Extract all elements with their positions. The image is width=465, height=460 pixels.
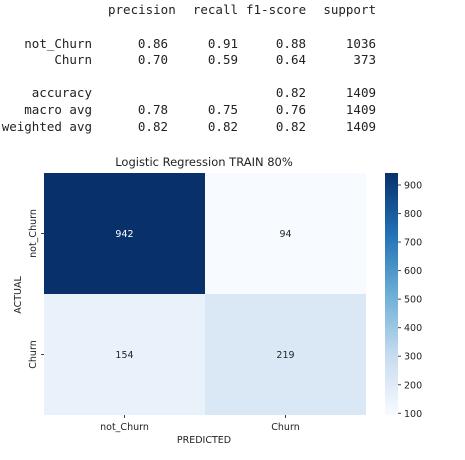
header-f1-score: f1-score — [246, 2, 307, 17]
colorbar-tick-label: 700 — [404, 238, 422, 249]
row-precision: 0.82 — [137, 119, 168, 134]
row-recall: 0.75 — [207, 102, 238, 117]
colorbar-tick-label: 900 — [404, 180, 422, 191]
colorbar-tick-label: 200 — [404, 380, 422, 391]
row-support: 1409 — [345, 102, 376, 117]
row-recall: 0.82 — [207, 119, 238, 134]
row-f1: 0.88 — [275, 36, 306, 51]
row-f1: 0.82 — [275, 85, 306, 100]
cell-value-label: 94 — [279, 229, 291, 240]
y-axis-label: ACTUAL — [13, 276, 24, 314]
colorbar-tick-label: 100 — [404, 409, 422, 420]
row-label: Churn — [54, 52, 92, 67]
cell-value-label: 942 — [115, 229, 133, 240]
row-label: weighted avg — [1, 119, 92, 134]
header-precision: precision — [108, 2, 176, 17]
x-axis-label: PREDICTED — [177, 435, 231, 446]
chart-title: Logistic Regression TRAIN 80% — [115, 155, 293, 169]
header-recall: recall — [192, 2, 238, 17]
row-recall: 0.59 — [207, 52, 238, 67]
row-support: 1409 — [345, 119, 376, 134]
row-recall: 0.91 — [207, 36, 238, 51]
heatmap-cell — [205, 294, 366, 415]
row-f1: 0.64 — [275, 52, 306, 67]
cell-value-label: 154 — [115, 350, 133, 361]
y-tick-label: Churn — [28, 340, 39, 368]
heatmap-cell — [44, 294, 205, 415]
heatmap-cell — [44, 173, 205, 294]
row-support: 1409 — [345, 85, 376, 100]
row-support: 373 — [353, 52, 376, 67]
colorbar — [385, 173, 398, 415]
row-label: not_Churn — [24, 36, 92, 51]
y-tick-label: not_Churn — [28, 209, 39, 258]
row-precision: 0.86 — [137, 36, 168, 51]
classification-report: precision recall f1-score support not_Ch… — [0, 0, 465, 140]
row-label: macro avg — [24, 102, 92, 117]
row-f1: 0.82 — [275, 119, 306, 134]
colorbar-tick-label: 600 — [404, 266, 422, 277]
row-precision: 0.70 — [137, 52, 168, 67]
row-support: 1036 — [345, 36, 376, 51]
header-support: support — [323, 2, 376, 17]
x-tick-label: Churn — [271, 422, 299, 433]
heatmap-cell — [205, 173, 366, 294]
colorbar-tick-label: 400 — [404, 323, 422, 334]
row-label: accuracy — [31, 85, 92, 100]
colorbar-tick-label: 800 — [404, 209, 422, 220]
colorbar-tick-label: 500 — [404, 295, 422, 306]
colorbar-tick-label: 300 — [404, 352, 422, 363]
row-f1: 0.76 — [275, 102, 306, 117]
x-tick-label: not_Churn — [100, 422, 149, 433]
row-precision: 0.78 — [137, 102, 168, 117]
cell-value-label: 219 — [276, 350, 294, 361]
